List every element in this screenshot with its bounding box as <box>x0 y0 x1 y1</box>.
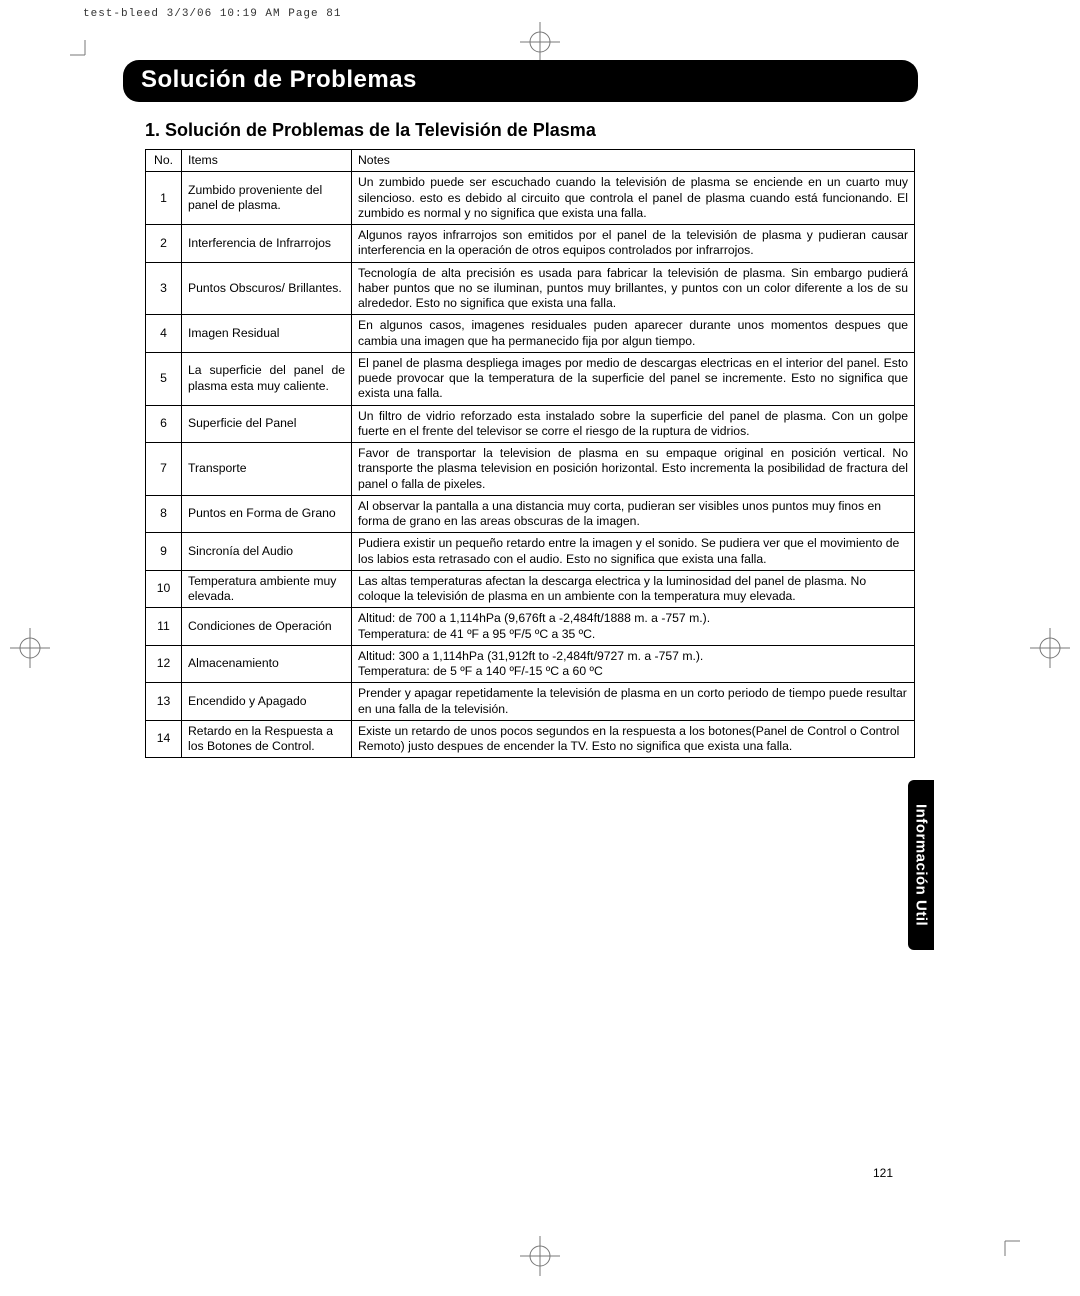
table-row: 1Zumbido proveniente del panel de plasma… <box>146 172 915 225</box>
cell-item: Temperatura ambiente muy elevada. <box>182 570 352 608</box>
table-header-row: No. Items Notes <box>146 150 915 172</box>
table-row: 14Retardo en la Respuesta a los Botones … <box>146 720 915 758</box>
table-row: 6Superficie del PanelUn filtro de vidrio… <box>146 405 915 443</box>
page-number: 121 <box>873 1166 893 1180</box>
cell-item: Condiciones de Operación <box>182 608 352 646</box>
cell-item: Retardo en la Respuesta a los Botones de… <box>182 720 352 758</box>
col-header-no: No. <box>146 150 182 172</box>
cell-item: Superficie del Panel <box>182 405 352 443</box>
cell-no: 3 <box>146 262 182 315</box>
crop-mark-top-icon <box>520 22 560 62</box>
print-header: test-bleed 3/3/06 10:19 AM Page 81 <box>83 8 341 20</box>
table-row: 4Imagen ResidualEn algunos casos, imagen… <box>146 315 915 353</box>
table-row: 9Sincronía del AudioPudiera existir un p… <box>146 533 915 571</box>
cell-no: 12 <box>146 645 182 683</box>
cell-item: Almacenamiento <box>182 645 352 683</box>
table-row: 5La superficie del panel de plasma esta … <box>146 352 915 405</box>
cell-item: Sincronía del Audio <box>182 533 352 571</box>
cell-item: Transporte <box>182 443 352 496</box>
cell-no: 10 <box>146 570 182 608</box>
cell-no: 4 <box>146 315 182 353</box>
corner-mark-br-icon <box>990 1226 1020 1256</box>
cell-item: La superficie del panel de plasma esta m… <box>182 352 352 405</box>
cell-item: Puntos Obscuros/ Brillantes. <box>182 262 352 315</box>
table-row: 7TransporteFavor de transportar la telev… <box>146 443 915 496</box>
cell-notes: Tecnología de alta precisión es usada pa… <box>352 262 915 315</box>
cell-item: Puntos en Forma de Grano <box>182 495 352 533</box>
cell-no: 5 <box>146 352 182 405</box>
cell-notes: Altitud: 300 a 1,114hPa (31,912ft to -2,… <box>352 645 915 683</box>
cell-no: 2 <box>146 225 182 263</box>
cell-no: 13 <box>146 683 182 721</box>
cell-item: Encendido y Apagado <box>182 683 352 721</box>
side-tab: Información Util <box>908 780 934 950</box>
cell-notes: El panel de plasma despliega images por … <box>352 352 915 405</box>
corner-mark-tl-icon <box>70 40 100 70</box>
crop-mark-right-icon <box>1030 628 1070 668</box>
cell-notes: En algunos casos, imagenes residuales pu… <box>352 315 915 353</box>
troubleshooting-table: No. Items Notes 1Zumbido proveniente del… <box>145 149 915 758</box>
subsection-title: 1. Solución de Problemas de la Televisió… <box>145 120 933 141</box>
cell-no: 8 <box>146 495 182 533</box>
table-row: 3Puntos Obscuros/ Brillantes.Tecnología … <box>146 262 915 315</box>
table-row: 11Condiciones de OperaciónAltitud: de 70… <box>146 608 915 646</box>
cell-notes: Pudiera existir un pequeño retardo entre… <box>352 533 915 571</box>
table-row: 8Puntos en Forma de GranoAl observar la … <box>146 495 915 533</box>
cell-no: 7 <box>146 443 182 496</box>
page-content: Solución de Problemas 1. Solución de Pro… <box>123 60 933 1180</box>
section-header: Solución de Problemas <box>123 60 918 102</box>
table-row: 12AlmacenamientoAltitud: 300 a 1,114hPa … <box>146 645 915 683</box>
cell-no: 11 <box>146 608 182 646</box>
cell-notes: Un zumbido puede ser escuchado cuando la… <box>352 172 915 225</box>
table-row: 10Temperatura ambiente muy elevada.Las a… <box>146 570 915 608</box>
table-row: 13Encendido y ApagadoPrender y apagar re… <box>146 683 915 721</box>
cell-notes: Las altas temperaturas afectan la descar… <box>352 570 915 608</box>
cell-no: 14 <box>146 720 182 758</box>
col-header-notes: Notes <box>352 150 915 172</box>
cell-notes: Favor de transportar la television de pl… <box>352 443 915 496</box>
cell-no: 1 <box>146 172 182 225</box>
cell-no: 6 <box>146 405 182 443</box>
cell-item: Zumbido proveniente del panel de plasma. <box>182 172 352 225</box>
crop-mark-left-icon <box>10 628 50 668</box>
cell-notes: Existe un retardo de unos pocos segundos… <box>352 720 915 758</box>
cell-item: Interferencia de Infrarrojos <box>182 225 352 263</box>
cell-no: 9 <box>146 533 182 571</box>
cell-notes: Prender y apagar repetidamente la televi… <box>352 683 915 721</box>
cell-item: Imagen Residual <box>182 315 352 353</box>
col-header-items: Items <box>182 150 352 172</box>
cell-notes: Al observar la pantalla a una distancia … <box>352 495 915 533</box>
cell-notes: Algunos rayos infrarrojos son emitidos p… <box>352 225 915 263</box>
cell-notes: Un filtro de vidrio reforzado esta insta… <box>352 405 915 443</box>
crop-mark-bottom-icon <box>520 1236 560 1276</box>
table-row: 2Interferencia de InfrarrojosAlgunos ray… <box>146 225 915 263</box>
cell-notes: Altitud: de 700 a 1,114hPa (9,676ft a -2… <box>352 608 915 646</box>
